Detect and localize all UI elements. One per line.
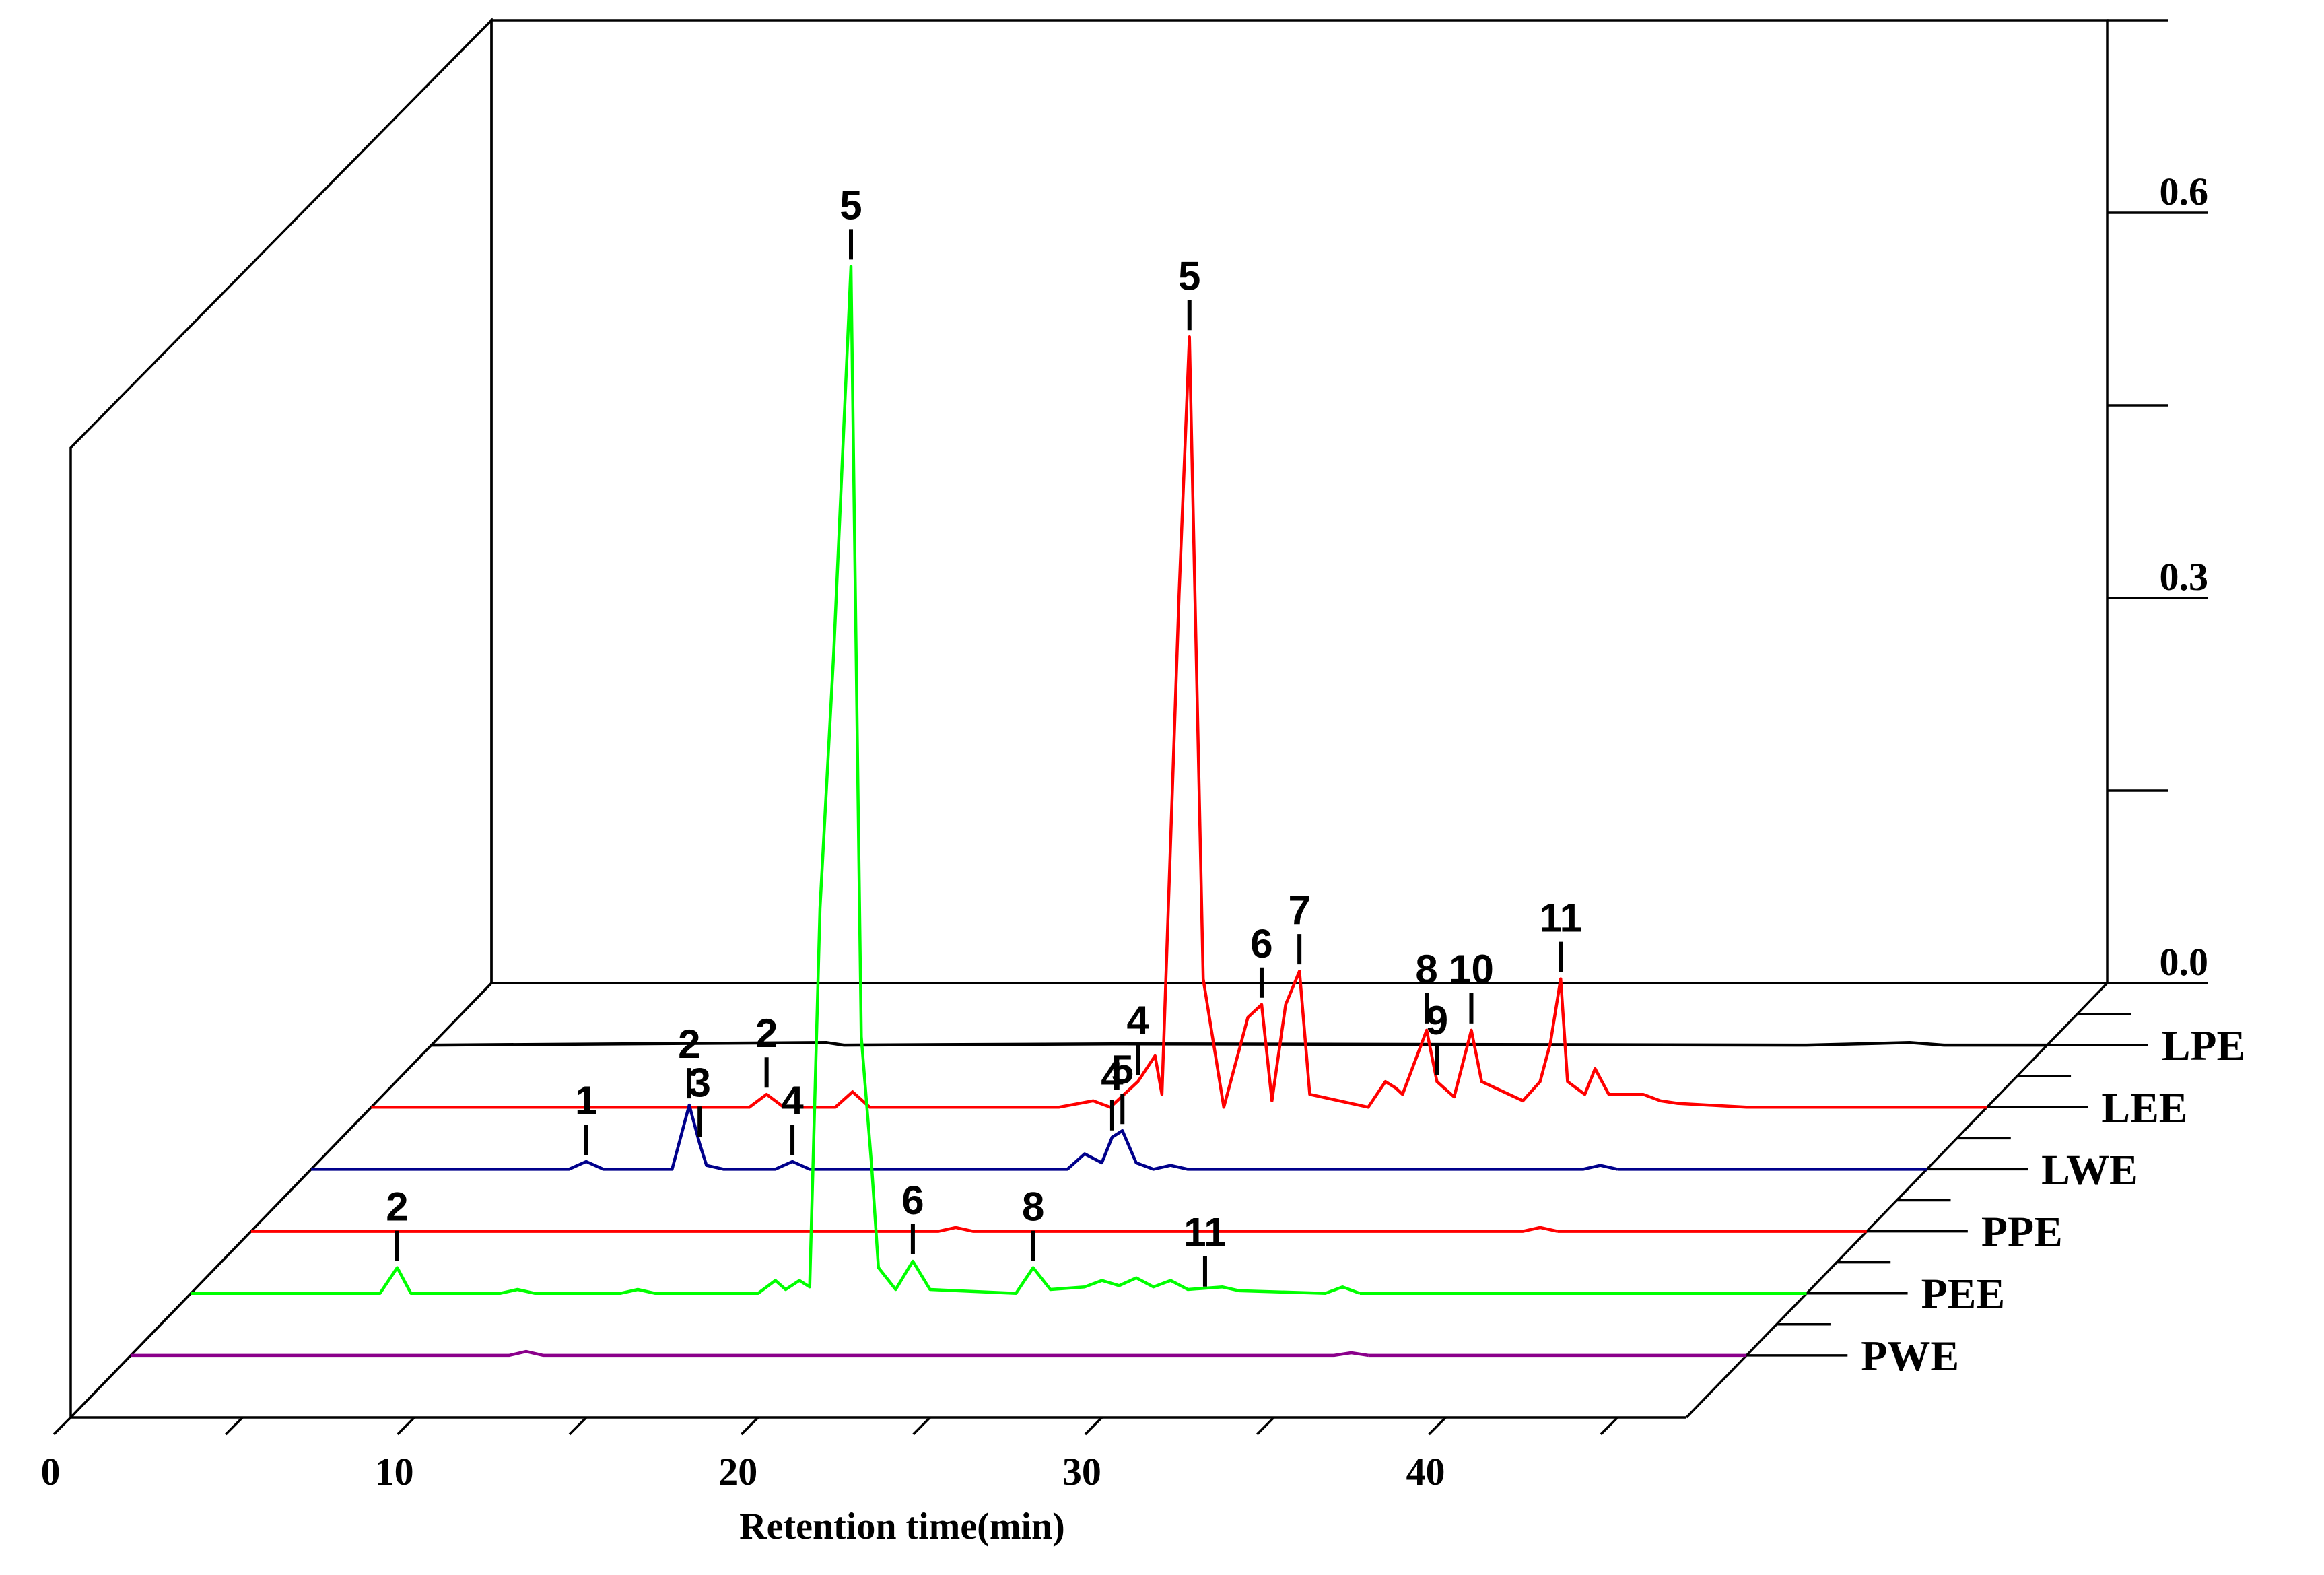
x-tick-label: 40	[1406, 1450, 1445, 1494]
peak-label: 2	[386, 1184, 408, 1230]
trace-lpe	[431, 1041, 1944, 1047]
peak-label: 9	[1426, 998, 1448, 1043]
traces	[131, 265, 2047, 1358]
peak-label: 8	[1022, 1184, 1044, 1230]
peak-label: 10	[1449, 947, 1494, 992]
series-labels: LPE LEE LWE PPE PEE PWE	[1746, 1013, 2245, 1380]
y-axis: 0.0 0.3 0.6	[2107, 19, 2209, 984]
x-tick-label: 20	[718, 1450, 757, 1494]
peak-label: 4	[1101, 1054, 1124, 1099]
peak-label: 5	[840, 182, 862, 228]
series-label-lee: LEE	[2101, 1083, 2187, 1131]
series-label-ppe: PPE	[1981, 1208, 2063, 1256]
peak-label: 2	[678, 1021, 700, 1067]
trace-ppe	[250, 1226, 1558, 1233]
x-axis: 0 10 20 30 40	[41, 1416, 1619, 1494]
y-tick-label: 0.0	[2160, 940, 2209, 984]
x-tick	[397, 1416, 415, 1436]
y-tick-label: 0.6	[2160, 170, 2209, 213]
peak-label: 4	[781, 1078, 804, 1123]
peak-label: 2	[755, 1011, 778, 1056]
x-tick-label: 0	[41, 1450, 61, 1494]
series-label-lwe: LWE	[2041, 1145, 2138, 1193]
series-label-lpe: LPE	[2162, 1021, 2245, 1069]
x-tick	[1084, 1416, 1103, 1436]
peak-label: 11	[1540, 896, 1582, 941]
x-tick-label: 30	[1062, 1450, 1101, 1494]
peak-label: 11	[1184, 1210, 1226, 1255]
x-tick-label: 10	[375, 1450, 414, 1494]
trace-lee	[371, 335, 1747, 1109]
x-tick	[1256, 1416, 1275, 1436]
series-label-pee: PEE	[1921, 1270, 2005, 1318]
peak-label: 4	[1126, 998, 1149, 1043]
series-label-pwe: PWE	[1861, 1332, 1959, 1380]
x-tick	[912, 1416, 931, 1436]
trace-lwe	[311, 1103, 1618, 1171]
floor-left-edge	[69, 982, 493, 1419]
x-tick	[1600, 1416, 1619, 1436]
peak-label: 5	[1112, 1047, 1134, 1092]
peak-label: 8	[1415, 947, 1437, 992]
peak-label: 5	[1178, 253, 1200, 298]
y-tick-label: 0.3	[2160, 555, 2209, 599]
trace-pwe	[131, 1349, 1369, 1358]
box-frame	[69, 17, 2109, 1421]
peak-label: 6	[901, 1178, 924, 1223]
peak-label: 6	[1250, 921, 1272, 966]
x-tick	[225, 1416, 244, 1436]
peak-label: 1	[575, 1078, 597, 1123]
peak-label: 7	[1288, 887, 1310, 933]
back-panel	[490, 19, 2109, 984]
x-tick	[741, 1416, 759, 1436]
x-tick	[568, 1416, 588, 1436]
x-tick	[1428, 1416, 1447, 1436]
x-tick	[53, 1416, 72, 1436]
left-panel	[69, 17, 493, 1421]
trace-pee	[191, 265, 1361, 1295]
peak-label: 3	[688, 1060, 710, 1105]
x-axis-label: Retention time(min)	[739, 1506, 1065, 1547]
